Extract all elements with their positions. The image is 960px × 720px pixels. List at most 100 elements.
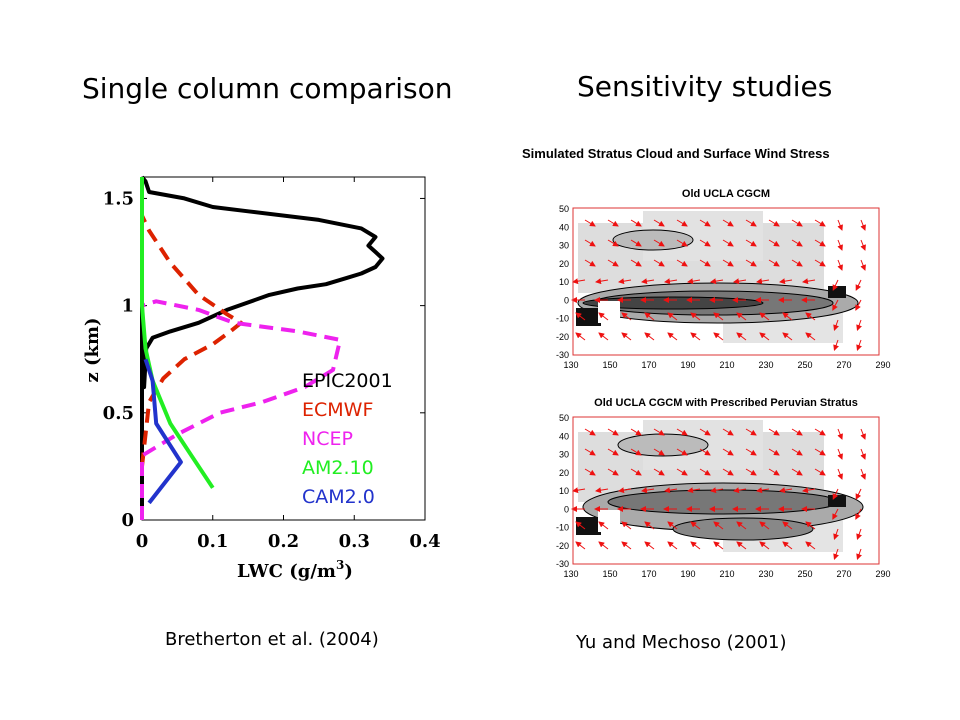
wind-arrow bbox=[814, 219, 826, 227]
wind-arrow bbox=[722, 239, 734, 247]
land-mass-west bbox=[576, 308, 601, 326]
wind-arrow bbox=[855, 279, 862, 291]
wind-arrow bbox=[745, 448, 757, 456]
wind-arrow bbox=[814, 468, 826, 476]
lwc-profile-chart: 0 0.1 0.2 0.3 0.4 0 0.5 1 1.5 EPIC2001 ECMWF NCEP AM… bbox=[82, 175, 441, 582]
left-title: Single column comparison bbox=[82, 72, 453, 105]
wind-arrow bbox=[736, 521, 747, 530]
series-line-am2-10 bbox=[140, 177, 215, 489]
wind-arrow bbox=[736, 312, 747, 321]
wind-arrow bbox=[618, 278, 632, 285]
map-y-tick-label: 0 bbox=[564, 504, 569, 514]
map-x-tick-label: 170 bbox=[641, 360, 656, 370]
wind-arrow bbox=[676, 239, 688, 247]
wind-arrow bbox=[710, 278, 724, 285]
map-panel-title: Old UCLA CGCM with Prescribed Peruvian S… bbox=[594, 397, 858, 409]
map-y-tick-label: 30 bbox=[559, 450, 569, 460]
legend-entry: ECMWF bbox=[302, 399, 373, 421]
legend-entry: EPIC2001 bbox=[302, 370, 393, 392]
wind-arrow bbox=[690, 332, 701, 341]
land-mass-west bbox=[576, 517, 601, 535]
wind-arrow bbox=[713, 521, 724, 530]
wind-arrow bbox=[584, 468, 596, 476]
wind-arrow bbox=[699, 468, 711, 476]
wind-arrow bbox=[736, 541, 747, 550]
map-y-tick-label: -30 bbox=[556, 559, 569, 569]
map-x-tick-label: 190 bbox=[680, 360, 695, 370]
wind-arrow bbox=[756, 487, 770, 494]
wind-arrow bbox=[722, 428, 734, 436]
wind-arrow bbox=[664, 487, 678, 494]
wind-arrow bbox=[805, 521, 816, 530]
wind-arrow bbox=[782, 332, 793, 341]
wind-arrow bbox=[855, 488, 862, 500]
wind-arrow bbox=[575, 521, 586, 530]
map-x-tick-label: 250 bbox=[797, 569, 812, 579]
wind-arrow bbox=[814, 239, 826, 247]
wind-arrow bbox=[802, 278, 816, 285]
x-tick-label: 0.2 bbox=[268, 531, 299, 552]
map-x-tick-label: 150 bbox=[602, 360, 617, 370]
wind-arrow bbox=[733, 487, 747, 494]
wind-arrow bbox=[621, 521, 632, 530]
map-x-tick-label: 270 bbox=[836, 360, 851, 370]
wind-arrow bbox=[782, 312, 793, 321]
map-y-tick-label: 50 bbox=[559, 204, 569, 214]
map-y-tick-label: 40 bbox=[559, 431, 569, 441]
map-x-tick-label: 290 bbox=[875, 360, 890, 370]
wind-arrow bbox=[572, 278, 586, 285]
wind-arrow bbox=[860, 219, 866, 231]
wind-arrow bbox=[572, 487, 586, 494]
wind-arrow bbox=[653, 239, 665, 247]
y-axis-label: z (km) bbox=[82, 317, 103, 382]
map-y-tick-label: -30 bbox=[556, 350, 569, 360]
x-axis-label-text: LWC (g/m bbox=[237, 561, 336, 582]
map-x-tick-label: 150 bbox=[602, 569, 617, 579]
wind-arrow bbox=[713, 541, 724, 550]
wind-arrow bbox=[860, 468, 866, 480]
right-caption: Yu and Mechoso (2001) bbox=[576, 632, 787, 653]
wind-arrow bbox=[598, 332, 609, 341]
wind-arrow bbox=[630, 448, 642, 456]
map-y-tick-label: 50 bbox=[559, 413, 569, 423]
wind-arrow bbox=[745, 259, 757, 267]
x-axis-label-close: ) bbox=[344, 561, 353, 582]
wind-arrow bbox=[644, 541, 655, 550]
wind-arrow bbox=[584, 428, 596, 436]
wind-arrow bbox=[805, 332, 816, 341]
wind-arrow bbox=[667, 332, 678, 341]
map-x-tick-label: 210 bbox=[719, 360, 734, 370]
wind-arrow bbox=[768, 259, 780, 267]
wind-arrow bbox=[653, 448, 665, 456]
wind-arrow bbox=[860, 428, 866, 440]
wind-arrow bbox=[837, 448, 843, 460]
legend-entry: CAM2.0 bbox=[302, 486, 375, 508]
wind-arrow bbox=[837, 428, 843, 440]
map-y-tick-label: -20 bbox=[556, 332, 569, 342]
wind-arrow bbox=[595, 278, 609, 285]
wind-arrow bbox=[687, 278, 701, 285]
wind-arrow bbox=[584, 259, 596, 267]
wind-arrow bbox=[722, 219, 734, 227]
plot-frame bbox=[141, 176, 426, 521]
wind-arrow bbox=[768, 448, 780, 456]
wind-arrow bbox=[759, 541, 770, 550]
wind-arrow bbox=[667, 521, 678, 530]
wind-arrow bbox=[860, 239, 866, 251]
wind-arrow bbox=[710, 487, 724, 494]
right-title: Sensitivity studies bbox=[577, 70, 833, 103]
wind-arrow bbox=[699, 219, 711, 227]
wind-arrow bbox=[607, 259, 619, 267]
wind-arrow bbox=[687, 487, 701, 494]
wind-arrow bbox=[856, 339, 862, 351]
wind-arrow bbox=[618, 487, 632, 494]
wind-arrow bbox=[791, 468, 803, 476]
wind-arrow bbox=[832, 299, 839, 311]
wind-arrow bbox=[598, 541, 609, 550]
wind-arrow bbox=[584, 239, 596, 247]
map-x-tick-label: 230 bbox=[758, 569, 773, 579]
wind-arrow bbox=[630, 428, 642, 436]
series-line-epic2001 bbox=[140, 175, 385, 520]
wind-arrow bbox=[768, 219, 780, 227]
wind-arrow bbox=[833, 319, 839, 331]
